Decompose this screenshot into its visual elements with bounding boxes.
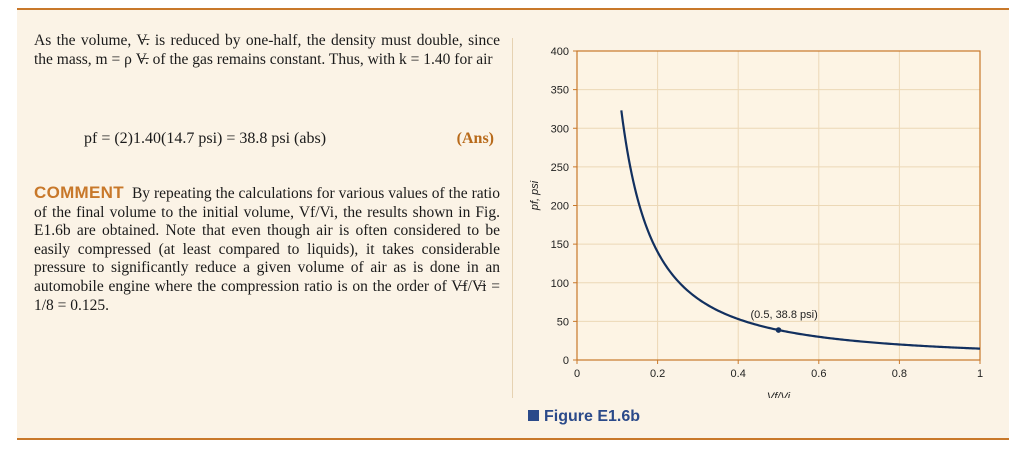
- equation-row: pf = (2)1.40(14.7 psi) = 38.8 psi (abs) …: [34, 130, 500, 154]
- comment-body: By repeating the calculations for variou…: [34, 185, 500, 314]
- text-column: As the volume, V̶. is reduced by one-hal…: [34, 32, 500, 314]
- comment-heading: COMMENT: [34, 183, 124, 202]
- y-tick-label: 350: [551, 85, 569, 97]
- y-tick-label: 0: [563, 355, 569, 367]
- y-tick-label: 100: [551, 278, 569, 290]
- y-tick-label: 150: [551, 239, 569, 251]
- x-tick-label: 0: [574, 368, 580, 380]
- y-axis-label: pf, psi: [529, 180, 541, 211]
- figure-caption-text: Figure E1.6b: [544, 408, 641, 425]
- column-divider: [512, 38, 513, 398]
- x-tick-label: 0.4: [731, 368, 746, 380]
- y-tick-label: 200: [551, 201, 569, 213]
- y-tick-label: 50: [557, 316, 569, 328]
- annotation-label: (0.5, 38.8 psi): [751, 309, 818, 321]
- paragraph-intro: As the volume, V̶. is reduced by one-hal…: [34, 32, 500, 68]
- figure-caption: Figure E1.6b: [528, 408, 640, 426]
- y-tick-label: 300: [551, 123, 569, 135]
- pressure-volume-chart: 0 50 100 150 200 250 300 350 400 0 0.2 0.4 0.6 0.8 1 V̶…: [529, 46, 983, 403]
- ans-label: (Ans): [456, 130, 494, 147]
- chart-container: 0 50 100 150 200 250 300 350 400 0 0.2 0.4 0.6 0.8 1 V̶…: [520, 38, 1000, 403]
- y-tick-label: 250: [551, 162, 569, 174]
- caption-square-icon: [528, 410, 539, 421]
- x-tick-label: 0.2: [650, 368, 665, 380]
- x-tick-label: 0.8: [892, 368, 907, 380]
- x-tick-label: 0.6: [811, 368, 826, 380]
- x-axis-label: V̶f/V̶i: [767, 391, 792, 398]
- x-tick-label: 1: [977, 368, 983, 380]
- equation: pf = (2)1.40(14.7 psi) = 38.8 psi (abs): [84, 130, 327, 147]
- y-tick-label: 400: [551, 46, 569, 58]
- pressure-curve: [620, 110, 981, 350]
- comment-block: COMMENT By repeating the calculations for…: [34, 183, 500, 315]
- annotated-data-point: [775, 327, 782, 333]
